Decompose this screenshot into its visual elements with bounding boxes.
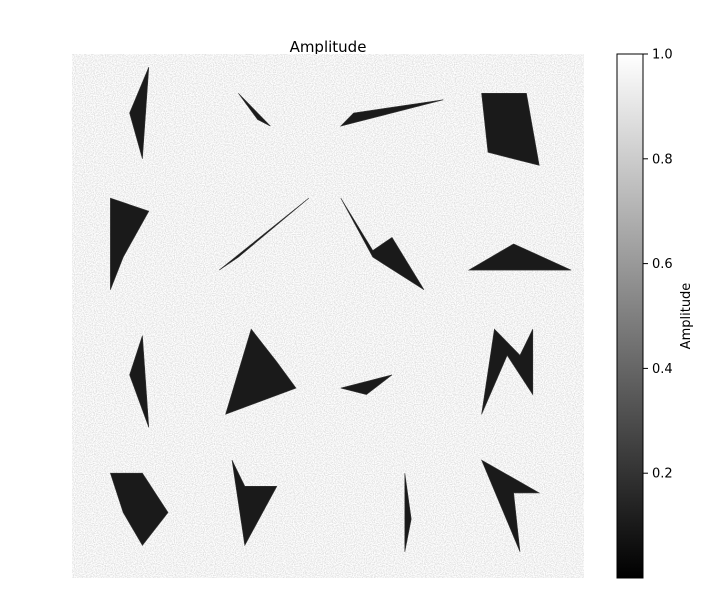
shape-0-3 (481, 93, 540, 166)
chart-title: Amplitude (290, 38, 367, 56)
colorbar-tick-label: 1.0 (652, 48, 673, 63)
shape-0-0 (129, 66, 150, 159)
colorbar: 0.2 0.4 0.6 0.8 1.0 Amplitude (616, 48, 694, 579)
shape-0-1 (238, 93, 271, 127)
amplitude-image (72, 54, 584, 578)
shape-2-3 (481, 328, 534, 415)
shape-3-3 (480, 459, 541, 552)
colorbar-tick-label: 0.6 (652, 257, 673, 272)
shape-1-2 (340, 197, 425, 291)
colorbar-tick-label: 0.2 (652, 467, 673, 482)
shape-2-2 (340, 374, 393, 395)
shape-0-2 (339, 99, 444, 127)
shape-3-2 (404, 473, 412, 552)
colorbar-label: Amplitude (679, 283, 694, 350)
shape-1-3 (467, 243, 572, 271)
shape-2-1 (225, 328, 297, 415)
shape-1-1 (219, 197, 309, 271)
shape-3-0 (109, 472, 169, 546)
colorbar-gradient (616, 53, 644, 579)
colorbar-tick-label: 0.4 (652, 362, 673, 377)
shape-2-0 (129, 335, 150, 428)
shape-1-0 (110, 197, 150, 290)
colorbar-tick-label: 0.8 (652, 152, 673, 167)
shape-3-1 (231, 459, 278, 547)
